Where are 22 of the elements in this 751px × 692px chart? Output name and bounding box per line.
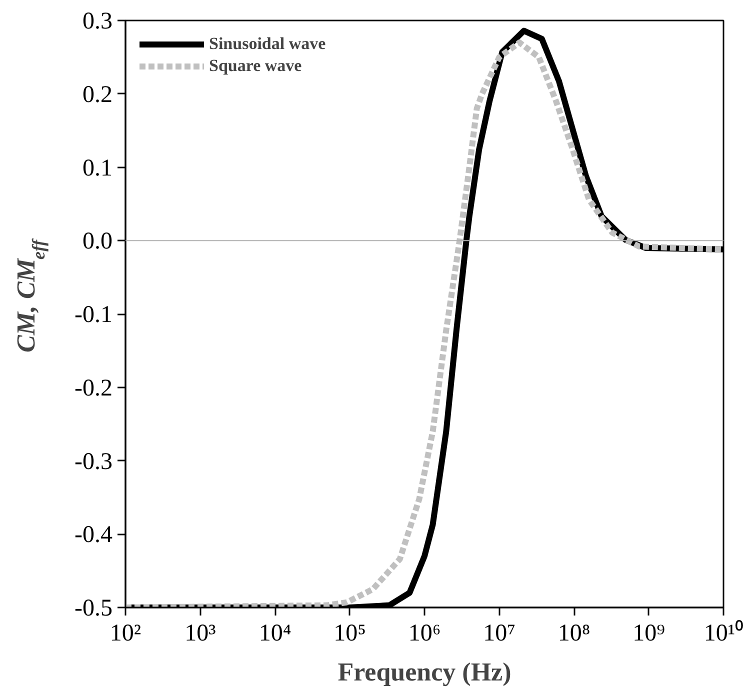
y-tick-label: -0.5 <box>74 596 113 622</box>
y-tick-label: 0.2 <box>82 82 112 108</box>
y-tick-label: -0.3 <box>74 448 113 475</box>
x-tick-label: 10⁸ <box>558 620 590 646</box>
x-tick-label: 10⁶ <box>408 620 441 646</box>
x-tick-label: 10¹⁰ <box>704 620 744 646</box>
y-axis-title: CM, CMeff <box>12 238 48 352</box>
y-tick-label: -0.2 <box>74 375 113 402</box>
y-tick-label: -0.4 <box>74 522 113 548</box>
legend-label: Sinusoidal wave <box>209 34 326 54</box>
x-tick-label: 10⁷ <box>483 620 516 646</box>
y-tick-label: 0.1 <box>82 155 112 182</box>
x-tick-label: 10⁹ <box>632 620 665 646</box>
y-tick-label: -0.1 <box>74 302 113 328</box>
x-axis-title: Frequency (Hz) <box>338 658 512 686</box>
y-tick-label: 0.0 <box>82 228 112 255</box>
x-tick-label: 10⁴ <box>258 620 292 646</box>
x-tick-label: 10³ <box>184 620 216 646</box>
y-tick-label: 0.3 <box>82 8 112 34</box>
legend-label: Square wave <box>209 56 302 76</box>
x-tick-label: 10⁵ <box>334 620 366 646</box>
x-tick-label: 10² <box>110 620 142 646</box>
